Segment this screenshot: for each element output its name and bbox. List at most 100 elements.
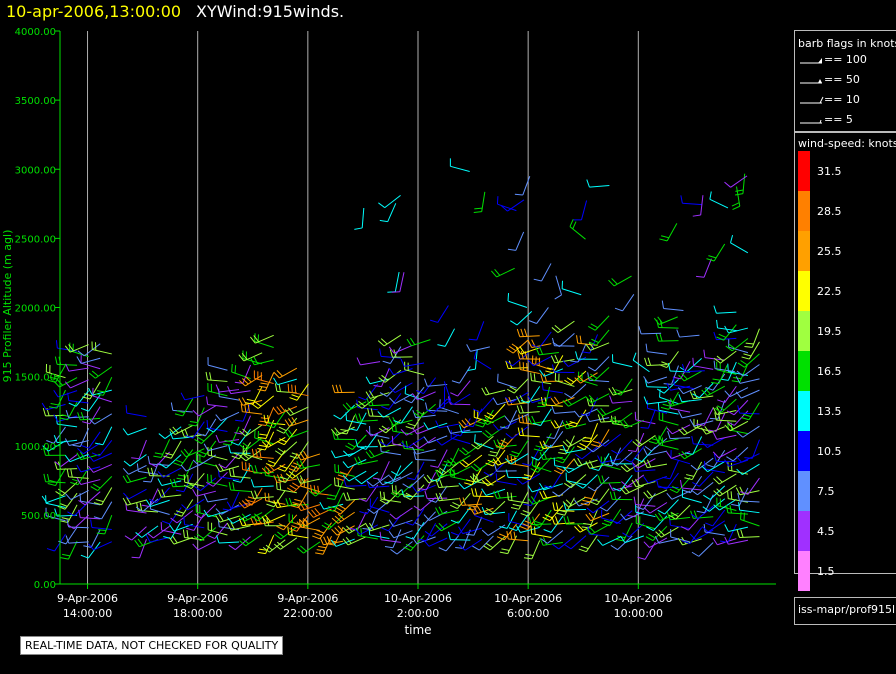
wind-barb [136, 463, 159, 475]
wind-barb [458, 526, 483, 535]
wind-barb [66, 468, 89, 479]
wind-barb [273, 404, 298, 415]
wind-barb [705, 373, 726, 391]
wind-barb [404, 386, 425, 404]
wind-barb [78, 491, 101, 506]
wind-barb [703, 485, 726, 500]
wind-barb [670, 529, 691, 543]
wind-barb [658, 411, 679, 426]
wind-barb [435, 479, 459, 489]
wind-barb [91, 341, 112, 355]
wind-barb [517, 427, 540, 438]
wind-barb [287, 526, 309, 539]
wind-barb [709, 191, 729, 209]
wind-barb [389, 382, 413, 394]
wind-barb [608, 483, 633, 491]
y-tick-label: 2000.00 [15, 304, 56, 315]
y-tick-label: 0.00 [34, 580, 56, 591]
source-label: iss-mapr/prof915l [798, 603, 896, 616]
wind-barb [653, 316, 678, 325]
wind-barb [657, 402, 679, 415]
wind-barb [597, 407, 621, 417]
wind-barb [708, 413, 726, 432]
wind-barb [143, 463, 159, 483]
wind-barb [731, 186, 741, 211]
wind-barb [449, 158, 470, 172]
wind-barb [654, 435, 679, 444]
wind-barb [215, 384, 240, 393]
wind-barb [575, 446, 598, 460]
wind-barb [481, 488, 506, 496]
wind-barb [448, 531, 471, 541]
y-tick-label: 1000.00 [15, 442, 56, 453]
speed-legend: wind-speed: knots 31.5 28.5 25.5 22.5 19.5 16… [794, 132, 896, 591]
wind-barb [424, 523, 448, 537]
wind-barb [296, 450, 321, 461]
wind-barb [203, 509, 228, 518]
wind-barb [556, 497, 575, 516]
wind-barb [551, 364, 575, 374]
wind-barb [274, 526, 298, 540]
wind-barb [400, 425, 425, 436]
wind-barb [284, 429, 309, 439]
y-tick-label: 3000.00 [15, 165, 56, 176]
wind-barb [72, 428, 90, 448]
wind-barb [492, 457, 517, 466]
speed-legend-label: 28.5 [817, 205, 842, 218]
barb-sample-icon [800, 79, 822, 84]
wind-barb [174, 499, 194, 517]
wind-barb [714, 398, 737, 413]
wind-barb [289, 383, 309, 401]
wind-barb [659, 223, 678, 242]
wind-barb [561, 280, 582, 296]
wind-barb [506, 339, 529, 354]
wind-barb [550, 354, 575, 364]
wind-barb [284, 406, 309, 416]
wind-barb [673, 377, 695, 390]
wind-barb [530, 525, 552, 539]
wind-barb [83, 529, 101, 548]
header-title: XYWind:915winds. [196, 2, 345, 21]
wind-barb [450, 430, 471, 445]
wind-barb [741, 341, 760, 360]
barb-sample-icon [800, 58, 822, 64]
wind-barb [516, 473, 540, 485]
wind-barb [388, 344, 413, 354]
wind-barb [731, 487, 749, 507]
x-tick-label-time: 2:00:00 [397, 607, 439, 620]
wind-barb [145, 534, 170, 543]
wind-barb [64, 344, 89, 353]
wind-barb [741, 402, 760, 421]
wind-barb [551, 405, 575, 414]
wind-barb [737, 405, 760, 415]
wind-barb [599, 496, 622, 512]
wind-barb [290, 490, 309, 509]
wind-barb [333, 477, 355, 490]
wind-barb [716, 324, 737, 341]
wind-barb [530, 372, 552, 385]
wind-barb [551, 516, 575, 525]
wind-barb [504, 413, 529, 423]
wind-barb [90, 519, 112, 531]
wind-barb [522, 447, 541, 466]
y-tick-label: 4000.00 [15, 27, 56, 38]
wind-barb [207, 521, 228, 536]
wind-barb [676, 329, 700, 338]
wind-barb [41, 495, 66, 504]
wind-barb [645, 343, 668, 355]
wind-barb [239, 374, 263, 387]
wind-barb [643, 502, 668, 514]
wind-barb [232, 464, 252, 483]
wind-barb [713, 498, 737, 511]
wind-barb [613, 378, 633, 396]
wind-barb [80, 355, 101, 370]
wind-barb [505, 469, 529, 479]
wind-barb [315, 535, 332, 555]
wind-barb [373, 368, 390, 388]
wind-barb [389, 507, 413, 520]
wind-barb [122, 465, 147, 475]
wind-barb [393, 406, 413, 424]
wind-barb [42, 447, 66, 456]
wind-barb [539, 490, 563, 500]
wind-barb [146, 525, 170, 539]
